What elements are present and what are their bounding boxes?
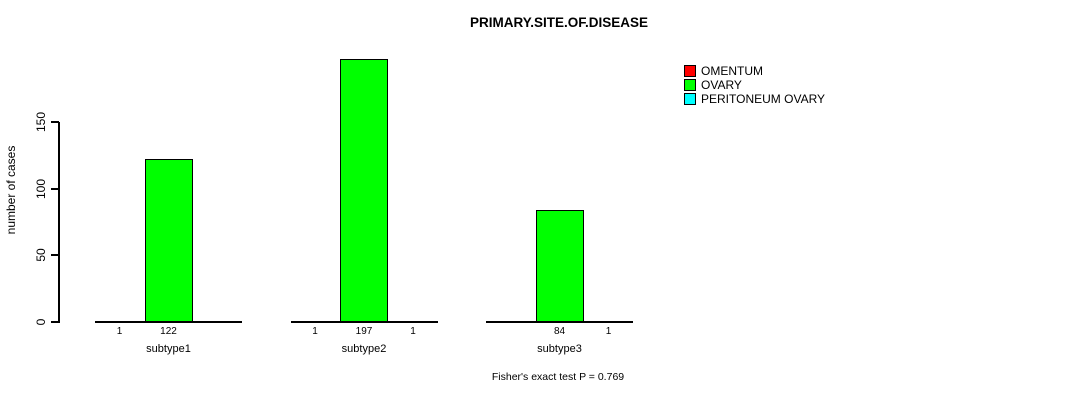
bar-value-label: 1	[312, 326, 318, 337]
legend-color-swatch-ovary	[684, 79, 696, 91]
y-axis-tick-label: 50	[34, 248, 48, 263]
x-axis-group-label: subtype1	[146, 343, 191, 355]
y-axis-tick	[51, 121, 59, 123]
legend-item-label: OMENTUM	[701, 64, 763, 78]
y-axis-tick-label: 0	[34, 318, 48, 326]
bar-value-label: 122	[160, 326, 177, 337]
bar-subtype3-ovary	[535, 210, 584, 322]
bar-subtype1-omentum	[95, 320, 144, 323]
x-axis-group-label: subtype3	[537, 343, 582, 355]
bar-subtype2-omentum	[291, 320, 339, 323]
x-axis-baseline	[486, 321, 633, 323]
legend-color-swatch-peritoneum-ovary	[684, 93, 696, 105]
bar-value-label: 1	[605, 326, 612, 337]
bar-subtype3-peritoneum-ovary	[584, 320, 633, 323]
bar-value-label: 197	[355, 326, 373, 337]
y-axis-tick	[51, 321, 59, 323]
bar-subtype2-ovary	[340, 59, 388, 322]
y-axis-tick-label: 150	[34, 111, 48, 133]
y-axis-label: number of cases	[4, 145, 18, 235]
chart-title: PRIMARY.SITE.OF.DISEASE	[469, 15, 649, 30]
y-axis-line	[58, 122, 60, 323]
bar-value-label: 1	[410, 326, 416, 337]
y-axis-tick-label: 100	[34, 178, 48, 199]
y-axis-tick	[51, 254, 59, 257]
bar-value-label: 84	[553, 326, 566, 337]
fisher-test-annotation: Fisher's exact test P = 0.769	[491, 371, 625, 383]
bar-value-label: 1	[116, 326, 123, 337]
bar-subtype1-ovary	[144, 159, 193, 322]
legend-item-label: OVARY	[701, 78, 742, 92]
legend-color-swatch-omentum	[684, 65, 696, 77]
y-axis-tick	[51, 187, 59, 190]
x-axis-group-label: subtype2	[341, 343, 387, 355]
legend-item-label: PERITONEUM OVARY	[701, 92, 826, 106]
x-axis-baseline	[95, 321, 242, 323]
bar-subtype2-peritoneum-ovary	[389, 320, 437, 323]
x-axis-baseline	[290, 321, 438, 323]
